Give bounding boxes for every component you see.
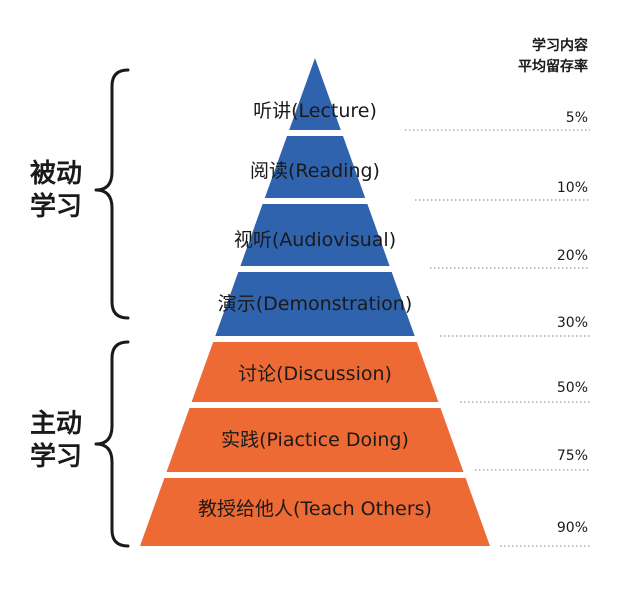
pyramid xyxy=(140,58,490,546)
pyramid-level-audiovisual xyxy=(240,204,390,266)
level-label-practice: 实践(Piactice Doing) xyxy=(221,429,409,451)
retention-discussion: 50% xyxy=(557,380,588,396)
header-line2: 平均留存率 xyxy=(518,58,588,75)
active-group-label-line1: 主动 xyxy=(30,409,82,439)
passive-group-brace xyxy=(94,68,130,320)
level-label-audiovisual: 视听(Audiovisual) xyxy=(234,229,396,251)
level-label-demonstration: 演示(Demonstration) xyxy=(218,293,413,315)
retention-reading: 10% xyxy=(557,180,588,196)
level-label-discussion: 讨论(Discussion) xyxy=(238,363,392,385)
leader-lines xyxy=(405,129,590,547)
passive-group-label-line2: 学习 xyxy=(30,191,82,222)
retention-teach-others: 90% xyxy=(557,520,588,536)
active-group-label-line2: 学习 xyxy=(30,441,82,472)
retention-values: 5% 10% 20% 30% 50% 75% 90% xyxy=(557,110,588,536)
passive-group-label-line1: 被动 xyxy=(30,159,82,189)
retention-audiovisual: 20% xyxy=(557,248,588,264)
pyramid-level-practice xyxy=(166,408,464,472)
level-labels: 听讲(Lecture) 阅读(Reading) 视听(Audiovisual) … xyxy=(198,100,432,520)
level-label-teach-others: 教授给他人(Teach Others) xyxy=(198,498,432,520)
level-label-reading: 阅读(Reading) xyxy=(250,160,380,182)
retention-demonstration: 30% xyxy=(557,315,588,331)
pyramid-level-demonstration xyxy=(215,272,415,336)
active-group-brace xyxy=(94,340,130,548)
pyramid-level-reading xyxy=(264,136,366,198)
pyramid-level-discussion xyxy=(191,342,439,402)
retention-lecture: 5% xyxy=(566,110,588,126)
pyramid-level-teach-others xyxy=(140,478,490,546)
retention-practice: 75% xyxy=(557,448,588,464)
header-line1: 学习内容 xyxy=(532,37,588,54)
level-label-lecture: 听讲(Lecture) xyxy=(253,100,377,122)
pyramid-level-lecture xyxy=(289,58,341,130)
